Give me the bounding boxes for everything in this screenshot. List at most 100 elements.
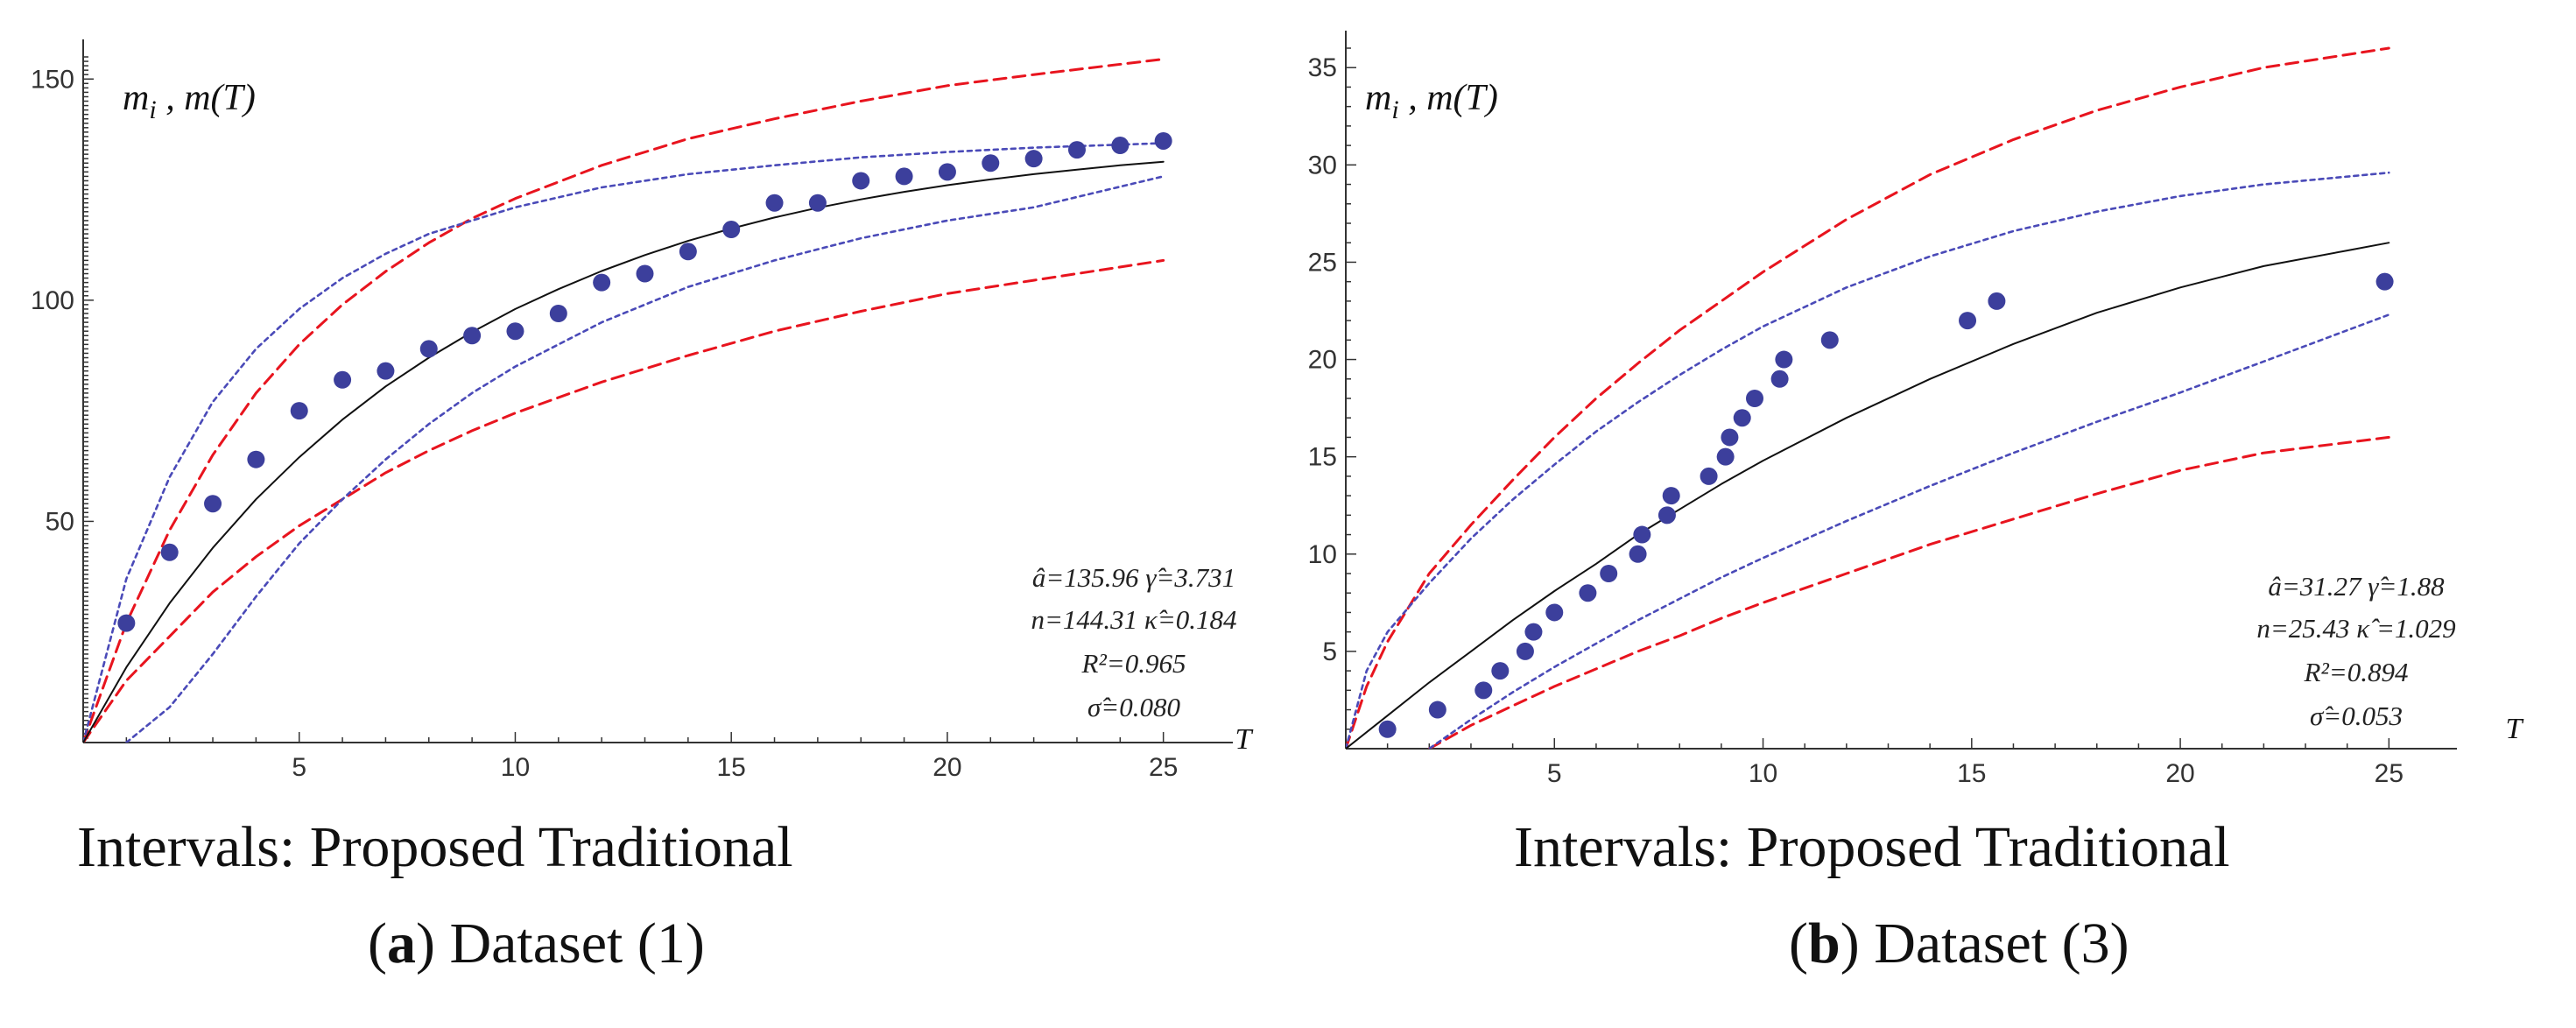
- y-axis-label-b: mi , m(T): [1365, 78, 1498, 124]
- y-tick-label-b-30: 30: [1308, 151, 1337, 180]
- x-axis-label-a: T: [1235, 723, 1254, 756]
- curves-b: [1346, 46, 2390, 749]
- y-axis-label-m-b: m: [1365, 78, 1391, 118]
- observed-point-b-17: [1733, 409, 1751, 427]
- observed-point-a-24: [1111, 137, 1130, 155]
- y-tick-label-b-5: 5: [1322, 637, 1337, 666]
- x-tick-label-a-5: 5: [292, 753, 306, 782]
- observed-point-a-22: [1024, 150, 1043, 168]
- observed-point-b-9: [1600, 565, 1618, 582]
- traditional-upper-line-a: [83, 58, 1165, 743]
- observed-point-b-5: [1516, 642, 1534, 660]
- observed-point-a-2: [160, 543, 179, 561]
- caption-b-text: Dataset (3): [1859, 912, 2129, 975]
- observed-point-b-24: [2375, 272, 2394, 291]
- annotation-a-2: n=144.31 κ̂=0.184: [1031, 604, 1237, 635]
- observed-point-b-2: [1428, 701, 1446, 719]
- observed-point-a-21: [982, 154, 1000, 173]
- observed-point-a-14: [679, 243, 697, 261]
- fitted-line-b: [1346, 242, 2390, 749]
- observed-point-b-23: [1988, 292, 2006, 310]
- x-tick-label-b-20: 20: [2165, 759, 2194, 788]
- y-tick-label-a-100: 100: [31, 286, 74, 315]
- caption-b: (b) Dataset (3): [1789, 912, 2129, 975]
- caption-a: (a) Dataset (1): [368, 912, 705, 975]
- annotation-a-4: σ̂=0.080: [1087, 692, 1180, 722]
- x-axis-label-b: T: [2506, 713, 2524, 745]
- observed-point-a-23: [1067, 141, 1086, 159]
- x-tick-label-b-5: 5: [1547, 759, 1562, 788]
- caption-a-letter: a: [386, 912, 416, 975]
- observed-point-a-5: [290, 402, 308, 420]
- observed-point-a-4: [247, 450, 265, 468]
- observed-point-b-12: [1658, 506, 1676, 525]
- annotation-b-2: n=25.43 κ̂ =1.029: [2256, 613, 2455, 644]
- legend-intervals-b: Intervals: Proposed Traditional: [1514, 815, 2230, 879]
- legend-intervals-a: Intervals: Proposed Traditional: [77, 815, 793, 879]
- observed-point-a-10: [506, 322, 524, 341]
- y-tick-label-b-20: 20: [1308, 346, 1337, 375]
- proposed-lower-line-a: [125, 175, 1165, 743]
- proposed-upper-line-a: [83, 142, 1165, 743]
- observed-point-a-1: [117, 614, 136, 632]
- observed-point-b-1: [1378, 720, 1397, 738]
- curves-a: [83, 58, 1165, 743]
- chart-a: 5 10 15 20 25 50 100 150 Tmi , m(T) â=135.96 γ̂=3…: [31, 39, 1254, 782]
- observed-point-b-14: [1700, 467, 1718, 485]
- observed-point-a-19: [895, 167, 913, 186]
- fitted-line-a: [83, 160, 1165, 743]
- observed-point-b-3: [1475, 681, 1493, 700]
- y-axis-label-sub-a: i: [149, 95, 156, 124]
- observed-point-a-13: [636, 264, 654, 283]
- y-tick-label-b-15: 15: [1308, 443, 1337, 472]
- observed-point-a-12: [593, 273, 611, 292]
- observed-point-b-7: [1545, 603, 1564, 622]
- observed-point-b-22: [1959, 312, 1977, 330]
- y-tick-label-b-25: 25: [1308, 248, 1337, 277]
- x-tick-label-b-10: 10: [1749, 759, 1777, 788]
- observed-point-a-7: [377, 362, 395, 380]
- x-tick-label-a-15: 15: [717, 753, 746, 782]
- annotation-b-1: â=31.27 γ̂=1.88: [2268, 571, 2445, 602]
- annotation-a-3: R²=0.965: [1081, 648, 1186, 679]
- annotation-b-4: σ̂=0.053: [2310, 701, 2403, 731]
- y-axis-label-sub-b: i: [1391, 95, 1398, 124]
- observed-point-b-16: [1721, 428, 1739, 447]
- observed-point-a-18: [852, 172, 870, 190]
- observed-point-b-8: [1579, 584, 1597, 602]
- observed-point-a-25: [1154, 131, 1172, 150]
- observed-point-b-21: [1820, 331, 1839, 349]
- observed-point-a-9: [463, 327, 482, 345]
- traditional-lower-line-a: [83, 258, 1165, 743]
- observed-point-a-11: [549, 304, 567, 322]
- observed-point-b-18: [1746, 390, 1764, 407]
- observed-point-a-16: [765, 194, 784, 212]
- y-axis-label-a: mi , m(T): [123, 78, 256, 124]
- traditional-lower-line-b: [1427, 435, 2390, 749]
- y-axis-label-rest-a: , m(T): [157, 78, 256, 118]
- observed-point-a-6: [334, 370, 352, 389]
- observed-point-b-15: [1716, 447, 1735, 466]
- proposed-lower-line-b: [1427, 313, 2390, 749]
- observed-point-b-11: [1633, 525, 1651, 544]
- observed-point-a-8: [419, 340, 438, 358]
- y-tick-label-a-50: 50: [46, 507, 74, 536]
- annotation-b-3: R²=0.894: [2304, 657, 2409, 687]
- observed-point-a-17: [808, 194, 827, 212]
- annotation-a-1: â=135.96 γ̂=3.731: [1032, 562, 1235, 593]
- observed-point-b-13: [1662, 487, 1680, 505]
- y-tick-label-b-35: 35: [1308, 53, 1337, 82]
- traditional-upper-line-b: [1346, 46, 2390, 749]
- x-tick-label-a-20: 20: [933, 753, 961, 782]
- observed-point-b-20: [1775, 350, 1793, 369]
- observed-point-a-3: [204, 495, 222, 513]
- observed-point-b-6: [1524, 623, 1543, 641]
- y-tick-label-b-10: 10: [1308, 540, 1337, 569]
- observed-point-a-15: [722, 221, 741, 239]
- observed-point-b-4: [1491, 662, 1510, 680]
- x-tick-label-a-25: 25: [1149, 753, 1178, 782]
- observed-point-a-20: [938, 163, 956, 181]
- y-axis-label-rest-b: , m(T): [1399, 78, 1498, 118]
